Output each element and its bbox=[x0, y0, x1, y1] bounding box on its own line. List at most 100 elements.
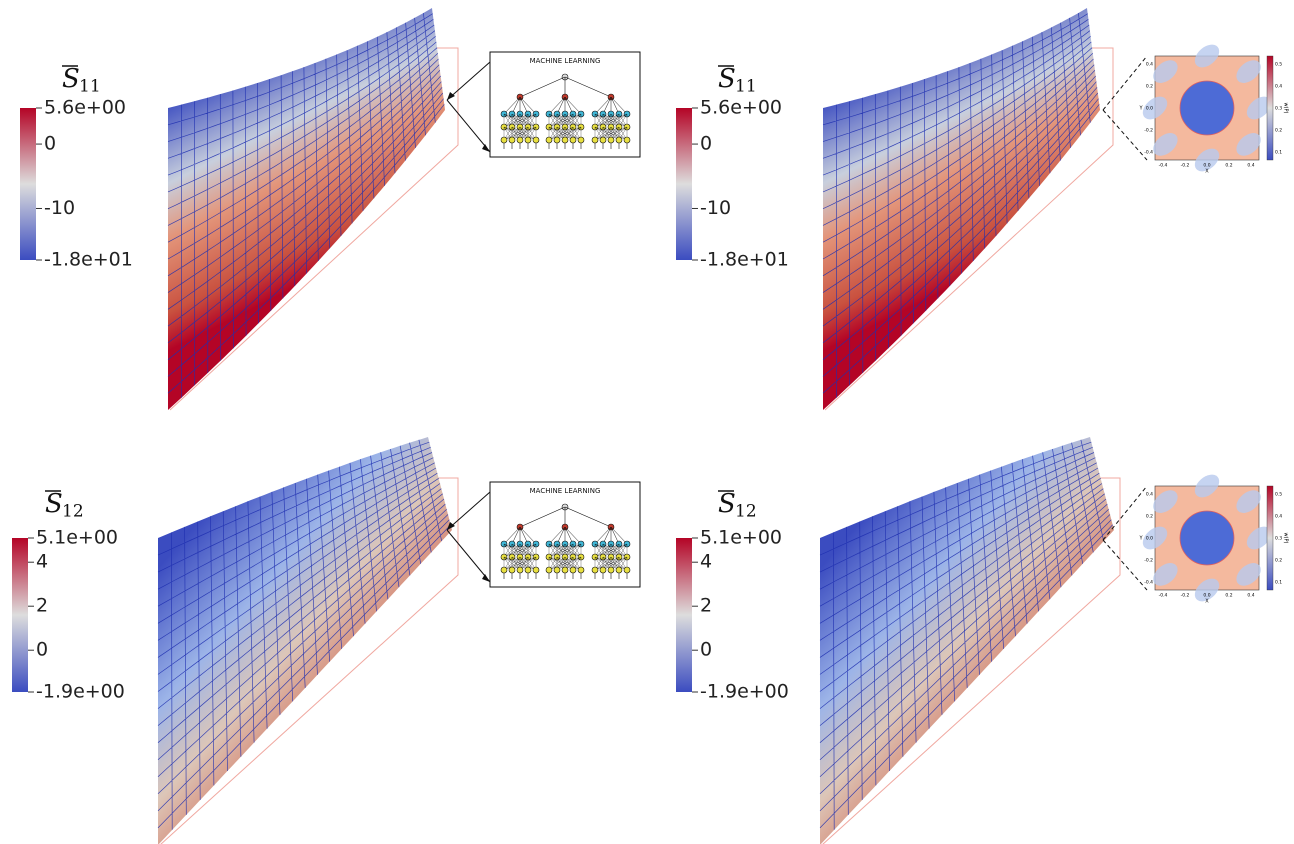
arrow bbox=[446, 61, 491, 101]
arrow bbox=[446, 529, 491, 583]
label-symbol: S bbox=[62, 64, 80, 94]
ml-node bbox=[508, 566, 516, 574]
ml-node bbox=[607, 136, 615, 144]
ml-edge bbox=[548, 113, 574, 128]
x-tick-label: 0.0 bbox=[1203, 163, 1210, 169]
colorbar-tick-label: -1.9e+00 bbox=[700, 681, 789, 703]
ml-node bbox=[577, 566, 585, 574]
ml-edge bbox=[594, 113, 612, 128]
y-tick-label: -0.2 bbox=[1144, 128, 1153, 134]
mesh-grid bbox=[167, 12, 445, 398]
dashed-link bbox=[1102, 539, 1148, 591]
deformed-mesh bbox=[168, 8, 445, 410]
heatmap-colorbar bbox=[1266, 485, 1274, 591]
ml-edge bbox=[594, 543, 612, 558]
colorbar-tick-label: 2 bbox=[700, 595, 712, 617]
inclusion bbox=[1179, 510, 1235, 566]
reference-outline bbox=[822, 477, 1121, 844]
ml-edge bbox=[503, 126, 537, 141]
panel bbox=[822, 8, 1114, 411]
ml-edge bbox=[548, 543, 574, 558]
x-tick-label: 0.4 bbox=[1247, 593, 1254, 599]
colorbar-tick-label: 2 bbox=[36, 595, 48, 617]
deformed-mesh bbox=[823, 8, 1100, 410]
ml-edge bbox=[503, 126, 529, 141]
label-subscript: 12 bbox=[735, 502, 757, 522]
panel bbox=[157, 437, 459, 844]
colorbar-tick-label: 0.1 bbox=[1275, 150, 1282, 156]
ml-edge bbox=[548, 126, 574, 141]
arrowhead bbox=[482, 574, 490, 582]
ml-node bbox=[615, 566, 623, 574]
dashed-link bbox=[1102, 109, 1148, 161]
colorbar-tick-label: 0 bbox=[44, 133, 56, 155]
x-tick-label: 0.2 bbox=[1225, 593, 1232, 599]
y-tick-label: 0.4 bbox=[1146, 62, 1153, 68]
ml-edge bbox=[548, 543, 566, 558]
ml-node bbox=[508, 136, 516, 144]
ml-edge bbox=[556, 126, 582, 141]
ml-node bbox=[591, 566, 599, 574]
ml-node bbox=[524, 566, 532, 574]
y-tick-label: 0.0 bbox=[1146, 536, 1153, 542]
ml-node bbox=[532, 566, 540, 574]
panel bbox=[167, 8, 459, 411]
colorbar-label: w(P) bbox=[1283, 102, 1289, 113]
colorbar-tick-label: 0.5 bbox=[1275, 492, 1282, 498]
ml-edge bbox=[503, 526, 521, 545]
reference-outline bbox=[824, 47, 1114, 411]
arrowhead bbox=[447, 92, 455, 100]
ml-edge bbox=[556, 543, 582, 558]
arrow bbox=[446, 491, 491, 531]
label-subscript: 11 bbox=[79, 77, 101, 97]
ml-edge bbox=[519, 76, 566, 98]
y-tick-label: -0.4 bbox=[1144, 580, 1153, 586]
mesh-grid bbox=[819, 439, 1113, 830]
heatmap-patch bbox=[1153, 133, 1178, 156]
ml-edge bbox=[511, 113, 537, 128]
ml-edge bbox=[594, 126, 628, 141]
x-axis-label: X bbox=[1205, 169, 1209, 175]
ml-edge bbox=[594, 556, 612, 571]
ml-node bbox=[500, 566, 508, 574]
y-tick-label: -0.2 bbox=[1144, 558, 1153, 564]
heatmap-patch bbox=[1246, 96, 1272, 120]
colorbar-tick-label: -1.8e+01 bbox=[700, 249, 789, 271]
ml-edge bbox=[503, 543, 521, 558]
y-tick-label: 0.2 bbox=[1146, 514, 1153, 520]
ml-edge bbox=[519, 96, 537, 115]
colorbar-tick-label: 0.3 bbox=[1275, 106, 1282, 112]
ml-node bbox=[599, 566, 607, 574]
ml-edge bbox=[602, 113, 628, 128]
ml-edge bbox=[610, 526, 628, 545]
ml-node bbox=[599, 136, 607, 144]
ml-edge bbox=[548, 96, 566, 115]
ml-edge bbox=[594, 556, 620, 571]
ml-edge bbox=[511, 126, 537, 141]
heatmap-patch bbox=[1153, 60, 1178, 83]
ml-edge bbox=[610, 556, 628, 571]
ml-edge bbox=[564, 543, 582, 558]
ml-edge bbox=[556, 556, 582, 571]
ml-edge bbox=[503, 96, 521, 115]
x-tick-label: 0.4 bbox=[1247, 163, 1254, 169]
heatmap-colorbar bbox=[1266, 55, 1274, 161]
ml-node bbox=[516, 566, 524, 574]
ml-edge bbox=[564, 526, 582, 545]
colorbar-tick-label: 4 bbox=[700, 551, 712, 573]
colorbar bbox=[676, 538, 692, 692]
ml-edge bbox=[503, 113, 521, 128]
ml-edge bbox=[564, 113, 582, 128]
ml-edge bbox=[610, 113, 628, 128]
ml-node bbox=[516, 136, 524, 144]
colorbar-tick-label: 0.4 bbox=[1275, 514, 1282, 520]
colorbar-tick-label: 0.3 bbox=[1275, 536, 1282, 542]
ml-edge bbox=[602, 543, 628, 558]
panel bbox=[819, 437, 1121, 844]
heatmap-patch bbox=[1194, 44, 1220, 68]
ml-node bbox=[500, 136, 508, 144]
heatmap-patch bbox=[1236, 133, 1261, 156]
colorbar-tick-label: 0.1 bbox=[1275, 580, 1282, 586]
colorbar-tick-label: 5.1e+00 bbox=[36, 527, 118, 549]
